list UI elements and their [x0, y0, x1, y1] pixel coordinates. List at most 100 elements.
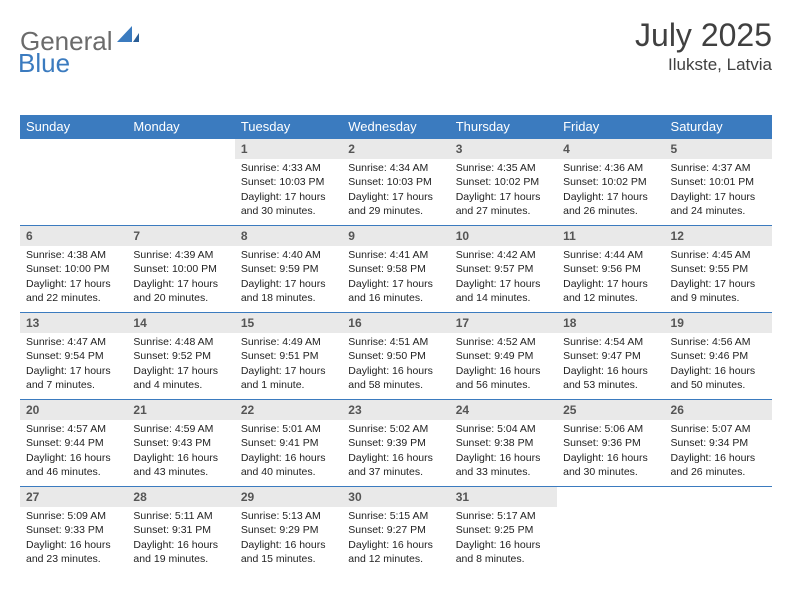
sunset-line: Sunset: 9:56 PM: [563, 262, 658, 276]
logo-blue-line: Blue: [20, 48, 70, 79]
day-number: 26: [665, 400, 772, 421]
weekday-header: Sunday: [20, 115, 127, 139]
empty-cell: [127, 159, 234, 226]
day-cell: Sunrise: 4:47 AMSunset: 9:54 PMDaylight:…: [20, 333, 127, 400]
day-cell: Sunrise: 5:02 AMSunset: 9:39 PMDaylight:…: [342, 420, 449, 487]
sunrise-line: Sunrise: 5:04 AM: [456, 422, 551, 436]
sunset-line: Sunset: 9:38 PM: [456, 436, 551, 450]
day-cell: Sunrise: 5:09 AMSunset: 9:33 PMDaylight:…: [20, 507, 127, 573]
day-number: 3: [450, 139, 557, 160]
sunrise-line: Sunrise: 5:13 AM: [241, 509, 336, 523]
sunrise-line: Sunrise: 5:07 AM: [671, 422, 766, 436]
sunrise-line: Sunrise: 4:35 AM: [456, 161, 551, 175]
day-number: 24: [450, 400, 557, 421]
sunset-line: Sunset: 9:41 PM: [241, 436, 336, 450]
day-number: 16: [342, 313, 449, 334]
daylight-line: Daylight: 17 hours and 24 minutes.: [671, 190, 766, 218]
daylight-line: Daylight: 16 hours and 53 minutes.: [563, 364, 658, 392]
day-number-row: 6789101112: [20, 226, 772, 247]
sunset-line: Sunset: 9:34 PM: [671, 436, 766, 450]
sunrise-line: Sunrise: 4:36 AM: [563, 161, 658, 175]
day-cell: Sunrise: 4:52 AMSunset: 9:49 PMDaylight:…: [450, 333, 557, 400]
sunrise-line: Sunrise: 4:39 AM: [133, 248, 228, 262]
sunset-line: Sunset: 9:27 PM: [348, 523, 443, 537]
day-cell: Sunrise: 4:49 AMSunset: 9:51 PMDaylight:…: [235, 333, 342, 400]
weekday-header-row: SundayMondayTuesdayWednesdayThursdayFrid…: [20, 115, 772, 139]
page-title: July 2025: [635, 18, 772, 53]
sunrise-line: Sunrise: 4:34 AM: [348, 161, 443, 175]
sunset-line: Sunset: 9:55 PM: [671, 262, 766, 276]
day-cell: Sunrise: 5:17 AMSunset: 9:25 PMDaylight:…: [450, 507, 557, 573]
sunrise-line: Sunrise: 4:42 AM: [456, 248, 551, 262]
daylight-line: Daylight: 16 hours and 50 minutes.: [671, 364, 766, 392]
day-number: 21: [127, 400, 234, 421]
sunset-line: Sunset: 9:29 PM: [241, 523, 336, 537]
day-number: 2: [342, 139, 449, 160]
sunrise-line: Sunrise: 4:40 AM: [241, 248, 336, 262]
daylight-line: Daylight: 17 hours and 22 minutes.: [26, 277, 121, 305]
daylight-line: Daylight: 16 hours and 12 minutes.: [348, 538, 443, 566]
sunset-line: Sunset: 9:52 PM: [133, 349, 228, 363]
day-cell: Sunrise: 4:48 AMSunset: 9:52 PMDaylight:…: [127, 333, 234, 400]
sunset-line: Sunset: 9:33 PM: [26, 523, 121, 537]
sunrise-line: Sunrise: 4:57 AM: [26, 422, 121, 436]
calendar-page: General July 2025 Ilukste, Latvia Blue S…: [0, 0, 792, 612]
day-number: 13: [20, 313, 127, 334]
weekday-header: Wednesday: [342, 115, 449, 139]
day-cell: Sunrise: 5:11 AMSunset: 9:31 PMDaylight:…: [127, 507, 234, 573]
day-number: 23: [342, 400, 449, 421]
day-number: 5: [665, 139, 772, 160]
sunset-line: Sunset: 9:46 PM: [671, 349, 766, 363]
sunrise-line: Sunrise: 4:48 AM: [133, 335, 228, 349]
day-cell: Sunrise: 4:39 AMSunset: 10:00 PMDaylight…: [127, 246, 234, 313]
daylight-line: Daylight: 16 hours and 23 minutes.: [26, 538, 121, 566]
daylight-line: Daylight: 16 hours and 58 minutes.: [348, 364, 443, 392]
day-cell: Sunrise: 4:59 AMSunset: 9:43 PMDaylight:…: [127, 420, 234, 487]
day-body-row: Sunrise: 4:57 AMSunset: 9:44 PMDaylight:…: [20, 420, 772, 487]
day-cell: Sunrise: 4:36 AMSunset: 10:02 PMDaylight…: [557, 159, 664, 226]
sunrise-line: Sunrise: 4:54 AM: [563, 335, 658, 349]
day-body-row: Sunrise: 4:47 AMSunset: 9:54 PMDaylight:…: [20, 333, 772, 400]
sunset-line: Sunset: 9:25 PM: [456, 523, 551, 537]
day-number: 28: [127, 487, 234, 508]
day-number: 18: [557, 313, 664, 334]
day-number: 12: [665, 226, 772, 247]
day-cell: Sunrise: 4:45 AMSunset: 9:55 PMDaylight:…: [665, 246, 772, 313]
daylight-line: Daylight: 16 hours and 40 minutes.: [241, 451, 336, 479]
daylight-line: Daylight: 17 hours and 29 minutes.: [348, 190, 443, 218]
daylight-line: Daylight: 17 hours and 30 minutes.: [241, 190, 336, 218]
sunrise-line: Sunrise: 4:38 AM: [26, 248, 121, 262]
day-cell: Sunrise: 4:54 AMSunset: 9:47 PMDaylight:…: [557, 333, 664, 400]
sunrise-line: Sunrise: 5:17 AM: [456, 509, 551, 523]
sunset-line: Sunset: 9:39 PM: [348, 436, 443, 450]
day-number: 31: [450, 487, 557, 508]
day-number-row: 12345: [20, 139, 772, 160]
day-cell: Sunrise: 5:04 AMSunset: 9:38 PMDaylight:…: [450, 420, 557, 487]
daylight-line: Daylight: 17 hours and 26 minutes.: [563, 190, 658, 218]
sunset-line: Sunset: 9:59 PM: [241, 262, 336, 276]
sunrise-line: Sunrise: 4:33 AM: [241, 161, 336, 175]
day-number-row: 20212223242526: [20, 400, 772, 421]
daylight-line: Daylight: 17 hours and 27 minutes.: [456, 190, 551, 218]
empty-cell: [557, 507, 664, 573]
day-cell: Sunrise: 5:01 AMSunset: 9:41 PMDaylight:…: [235, 420, 342, 487]
day-number: 4: [557, 139, 664, 160]
day-number: 14: [127, 313, 234, 334]
day-cell: Sunrise: 4:37 AMSunset: 10:01 PMDaylight…: [665, 159, 772, 226]
sunrise-line: Sunrise: 4:56 AM: [671, 335, 766, 349]
day-number: 9: [342, 226, 449, 247]
day-number: 11: [557, 226, 664, 247]
daylight-line: Daylight: 17 hours and 1 minute.: [241, 364, 336, 392]
day-cell: Sunrise: 5:15 AMSunset: 9:27 PMDaylight:…: [342, 507, 449, 573]
daylight-line: Daylight: 17 hours and 20 minutes.: [133, 277, 228, 305]
daylight-line: Daylight: 16 hours and 26 minutes.: [671, 451, 766, 479]
empty-cell: [665, 507, 772, 573]
day-number: 19: [665, 313, 772, 334]
sunrise-line: Sunrise: 4:45 AM: [671, 248, 766, 262]
day-number: 6: [20, 226, 127, 247]
sunrise-line: Sunrise: 4:37 AM: [671, 161, 766, 175]
sunset-line: Sunset: 9:50 PM: [348, 349, 443, 363]
header: General July 2025 Ilukste, Latvia: [20, 18, 772, 75]
sunrise-line: Sunrise: 5:02 AM: [348, 422, 443, 436]
daylight-line: Daylight: 17 hours and 12 minutes.: [563, 277, 658, 305]
